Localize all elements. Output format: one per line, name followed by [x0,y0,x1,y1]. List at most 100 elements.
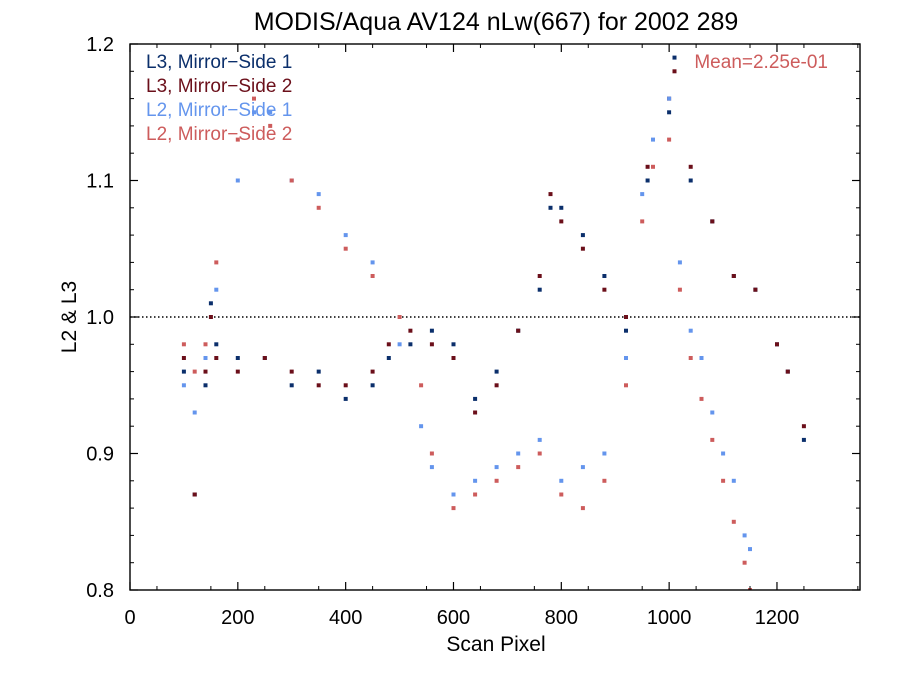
data-point [677,287,682,292]
data-point [289,383,294,388]
data-point [748,547,752,552]
data-point [731,478,736,483]
data-point [252,96,256,101]
data-point [494,369,499,374]
data-point [672,69,677,74]
data-point [688,164,693,169]
data-point [343,396,348,401]
data-point [214,356,219,360]
data-point [624,383,628,388]
data-point [343,383,348,388]
x-tick-label: 1000 [647,607,692,629]
data-point [386,356,391,360]
data-point [192,410,197,415]
data-point [602,287,607,292]
data-point [316,205,321,210]
data-point [208,301,213,306]
series-4 [181,96,752,590]
data-point [451,506,456,511]
data-point [181,342,186,347]
data-point [559,478,564,483]
data-point [316,192,321,197]
data-point [343,246,348,251]
data-point [473,492,478,497]
data-point [473,410,478,415]
data-point [688,178,693,183]
data-point [559,219,564,224]
data-point [548,192,553,197]
data-point [192,492,197,497]
legend-entry: L3, Mirror−Side 1 [146,52,292,73]
data-point [710,410,715,415]
x-tick-label: 200 [221,607,254,629]
data-point [386,342,391,347]
data-point [429,328,434,333]
chart-title: MODIS/Aqua AV124 nLw(667) for 2002 289 [254,8,739,36]
data-point [721,478,726,483]
data-point [408,328,413,333]
data-point [580,233,585,238]
data-point [516,328,521,333]
data-point [699,356,704,360]
y-tick-label: 0.8 [86,580,114,602]
data-point [559,492,564,497]
data-point [775,342,779,347]
x-tick-label: 800 [545,607,578,629]
data-point [203,369,208,374]
y-tick-label: 1.0 [86,307,114,329]
data-point [688,328,693,333]
data-point [710,437,715,442]
data-point [214,287,219,292]
data-point [672,55,677,60]
data-point [397,342,402,347]
data-point [235,178,240,183]
data-point [181,369,186,374]
data-point [559,205,564,210]
data-point [688,356,693,360]
x-tick-label: 1200 [755,607,800,629]
data-point [537,451,542,456]
data-point [268,123,273,128]
legend: L3, Mirror−Side 1 L3, Mirror−Side 2 L2, Mi… [146,52,292,145]
data-point [580,465,585,470]
y-tick-label: 1.2 [86,34,114,56]
data-point [343,233,348,238]
data-point [602,478,607,483]
data-point [192,369,197,374]
mean-annotation: Mean=2.25e-01 [694,52,828,73]
data-point [640,219,645,224]
data-point [181,356,186,360]
data-point [203,356,208,360]
data-point [252,110,256,115]
data-point [742,533,747,538]
data-point [214,260,219,265]
data-point [721,451,726,456]
data-point [316,369,321,374]
data-point [801,424,806,429]
data-point [537,287,542,292]
data-point [203,342,208,347]
data-point [429,465,434,470]
data-point [731,519,736,524]
data-point [494,478,499,483]
data-point [419,383,424,388]
data-point [473,478,478,483]
data-point [753,287,758,292]
data-point [203,383,208,388]
data-point [699,396,704,401]
x-axis-label: Scan Pixel [446,633,545,656]
data-point [289,178,294,183]
data-point [537,437,542,442]
data-point [785,369,790,374]
series-3 [181,96,752,552]
data-point [645,164,650,169]
data-point [235,369,240,374]
data-point [268,110,273,115]
data-point [494,465,499,470]
plot-area [130,55,860,590]
x-tick-label: 600 [437,607,470,629]
data-point [731,274,736,278]
data-point [742,560,747,565]
data-point [624,315,628,319]
data-point [651,164,655,169]
